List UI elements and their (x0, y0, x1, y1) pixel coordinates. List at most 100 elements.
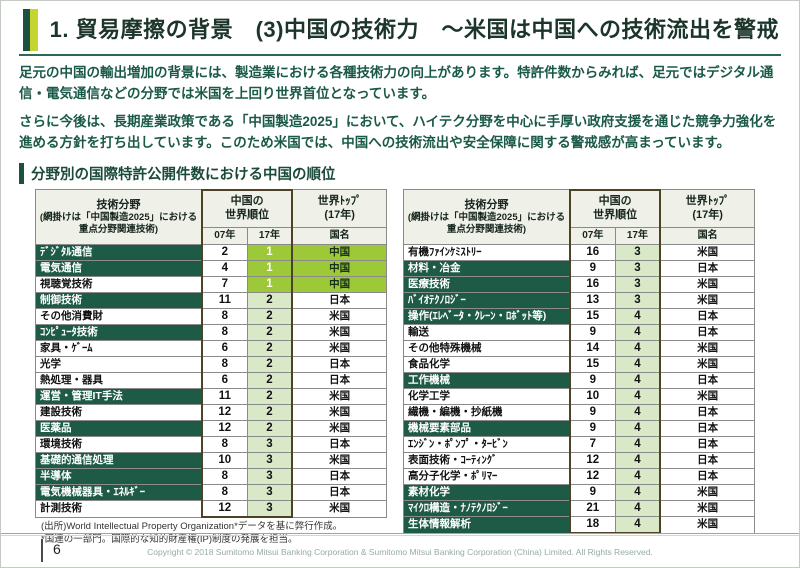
table-row: 有機ﾌｧｲﾝｹﾐｽﾄﾘｰ 16 3 米国 (402, 244, 756, 262)
rank-2007-cell: 15 (568, 308, 616, 326)
tech-field-cell: 基礎的通信処理 (34, 452, 203, 470)
tech-field-cell: その他特殊機械 (402, 340, 571, 358)
table-row: 機械要素部品 9 4 日本 (402, 420, 756, 438)
table-row: 半導体 8 3 日本 (34, 468, 388, 486)
rank-2007-cell: 8 (200, 484, 248, 502)
world-top-cell: 日本 (659, 452, 756, 470)
rank-2017-cell: 3 (246, 484, 294, 502)
rank-2007-cell: 10 (200, 452, 248, 470)
rank-2017-cell: 2 (246, 324, 294, 342)
rank-2007-cell: 15 (568, 356, 616, 374)
rank-2007-cell: 8 (200, 468, 248, 486)
rank-2017-cell: 4 (614, 420, 662, 438)
world-top-cell: 日本 (291, 372, 388, 390)
tech-field-cell: 機械要素部品 (402, 420, 571, 438)
table-row: 化学工学 10 4 米国 (402, 388, 756, 406)
col-header-country: 国名 (291, 227, 388, 246)
tech-field-cell: ｴﾝｼﾞﾝ・ﾎﾟﾝﾌﾟ・ﾀｰﾋﾞﾝ (402, 436, 571, 454)
title-accent-bar-light (30, 9, 38, 51)
rank-2007-cell: 9 (568, 420, 616, 438)
rank-2017-cell: 2 (246, 420, 294, 438)
rank-2017-cell: 3 (614, 244, 662, 262)
world-top-cell: 米国 (659, 276, 756, 294)
rank-2007-cell: 2 (200, 244, 248, 262)
title-bar: 1. 貿易摩擦の背景 (3)中国の技術力 ～米国は中国への技術流出を警戒 (23, 9, 779, 51)
section-title: 分野別の国際特許公開件数における中国の順位 (19, 162, 799, 184)
world-top-cell: 日本 (659, 404, 756, 422)
rank-2017-cell: 4 (614, 308, 662, 326)
world-top-cell: 日本 (291, 436, 388, 454)
tech-field-cell: 化学工学 (402, 388, 571, 406)
table-row: 電気機械器具・ｴﾈﾙｷﾞｰ 8 3 日本 (34, 484, 388, 502)
table-row: ﾊﾞｲｵﾃｸﾉﾛｼﾞｰ 13 3 米国 (402, 292, 756, 310)
world-top-cell: 米国 (291, 404, 388, 422)
tech-field-cell: 操作(ｴﾚﾍﾞｰﾀ・ｸﾚｰﾝ・ﾛﾎﾞｯﾄ等) (402, 308, 571, 326)
rank-2007-cell: 8 (200, 436, 248, 454)
table-row: 建設技術 12 2 米国 (34, 404, 388, 422)
tech-field-cell: 材料・冶金 (402, 260, 571, 278)
table-row: 生体情報解析 18 4 米国 (402, 516, 756, 535)
world-top-cell: 米国 (291, 500, 388, 518)
right-table-column: 技術分野 (網掛けは「中国製造2025」における重点分野関連技術) 中国の 世界… (402, 188, 756, 535)
world-top-cell: 米国 (291, 388, 388, 406)
paragraph-1: 足元の中国の輸出増加の背景には、製造業における各種技術力の向上があります。特許件… (19, 65, 774, 101)
tech-field-cell: ﾊﾞｲｵﾃｸﾉﾛｼﾞｰ (402, 292, 571, 310)
table-row: 食品化学 15 4 米国 (402, 356, 756, 374)
table-row: その他消費財 8 2 米国 (34, 308, 388, 326)
world-top-cell: 米国 (291, 452, 388, 470)
page-number: 6 (41, 539, 61, 562)
world-top-cell: 中国 (291, 276, 388, 294)
rank-2017-cell: 4 (614, 452, 662, 470)
world-top-cell: 中国 (291, 244, 388, 262)
rank-2017-cell: 1 (246, 276, 294, 294)
tech-field-cell: 制御技術 (34, 292, 203, 310)
table-row: 繊機・編機・抄紙機 9 4 日本 (402, 404, 756, 422)
rank-2007-cell: 7 (200, 276, 248, 294)
rank-2017-cell: 4 (614, 468, 662, 486)
world-top-cell: 米国 (659, 356, 756, 374)
tech-field-cell: 熱処理・器具 (34, 372, 203, 390)
rank-2007-cell: 12 (568, 468, 616, 486)
tech-field-cell: 表面技術・ｺｰﾃｨﾝｸﾞ (402, 452, 571, 470)
rank-2017-cell: 2 (246, 404, 294, 422)
rank-2007-cell: 11 (200, 292, 248, 310)
world-top-cell: 日本 (291, 468, 388, 486)
footer-divider (1, 533, 799, 536)
rank-2017-cell: 4 (614, 516, 662, 535)
table-row: 電気通信 4 1 中国 (34, 260, 388, 278)
tech-field-cell: 運営・管理IT手法 (34, 388, 203, 406)
table-row: 制御技術 11 2 日本 (34, 292, 388, 310)
col-header-tech-field: 技術分野 (網掛けは「中国製造2025」における重点分野関連技術) (34, 189, 203, 246)
world-top-cell: 米国 (291, 324, 388, 342)
tech-field-cell: 電気通信 (34, 260, 203, 278)
world-top-cell: 日本 (291, 484, 388, 502)
rank-2017-cell: 4 (614, 356, 662, 374)
tech-field-cell: ﾃﾞｼﾞﾀﾙ通信 (34, 244, 203, 262)
world-top-cell: 米国 (659, 484, 756, 502)
col-header-china-rank: 中国の 世界順位 (568, 188, 662, 229)
world-top-cell: 中国 (291, 260, 388, 278)
rank-2017-cell: 2 (246, 356, 294, 374)
rank-2007-cell: 7 (568, 436, 616, 454)
table-row: 高分子化学・ﾎﾟﾘﾏｰ 12 4 日本 (402, 468, 756, 486)
rank-2017-cell: 3 (246, 500, 294, 519)
table-row: ﾃﾞｼﾞﾀﾙ通信 2 1 中国 (34, 244, 388, 262)
table-row: ｴﾝｼﾞﾝ・ﾎﾟﾝﾌﾟ・ﾀｰﾋﾞﾝ 7 4 日本 (402, 436, 756, 454)
col-header-country: 国名 (659, 227, 756, 246)
rank-2017-cell: 3 (614, 260, 662, 278)
world-top-cell: 日本 (659, 372, 756, 390)
tech-field-cell: 工作機械 (402, 372, 571, 390)
rank-2007-cell: 14 (568, 340, 616, 358)
rank-2007-cell: 12 (568, 452, 616, 470)
world-top-cell: 日本 (659, 260, 756, 278)
rank-2007-cell: 6 (200, 372, 248, 390)
table-row: 計測技術 12 3 米国 (34, 500, 388, 519)
rank-2007-cell: 9 (568, 372, 616, 390)
world-top-cell: 米国 (291, 308, 388, 326)
rank-2007-cell: 12 (200, 404, 248, 422)
table-row: 材料・冶金 9 3 日本 (402, 260, 756, 278)
tech-field-cell: 素材化学 (402, 484, 571, 502)
copyright-text: Copyright © 2018 Sumitomo Mitsui Banking… (147, 547, 653, 557)
world-top-cell: 米国 (291, 420, 388, 438)
